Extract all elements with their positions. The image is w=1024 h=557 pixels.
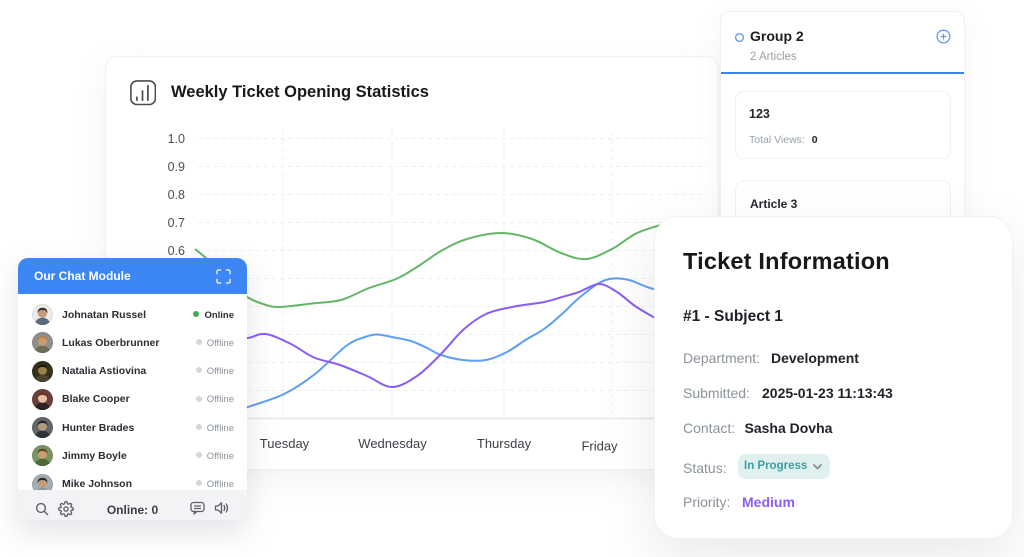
svg-text:0.7: 0.7 (168, 216, 185, 230)
svg-text:Thursday: Thursday (477, 436, 532, 451)
svg-text:Wednesday: Wednesday (358, 436, 427, 451)
svg-text:0.9: 0.9 (168, 160, 185, 174)
svg-text:1.0: 1.0 (168, 132, 185, 146)
svg-text:Tuesday: Tuesday (260, 436, 310, 451)
svg-text:0.6: 0.6 (168, 244, 185, 258)
svg-text:0.8: 0.8 (168, 188, 185, 202)
svg-text:Friday: Friday (581, 439, 618, 454)
